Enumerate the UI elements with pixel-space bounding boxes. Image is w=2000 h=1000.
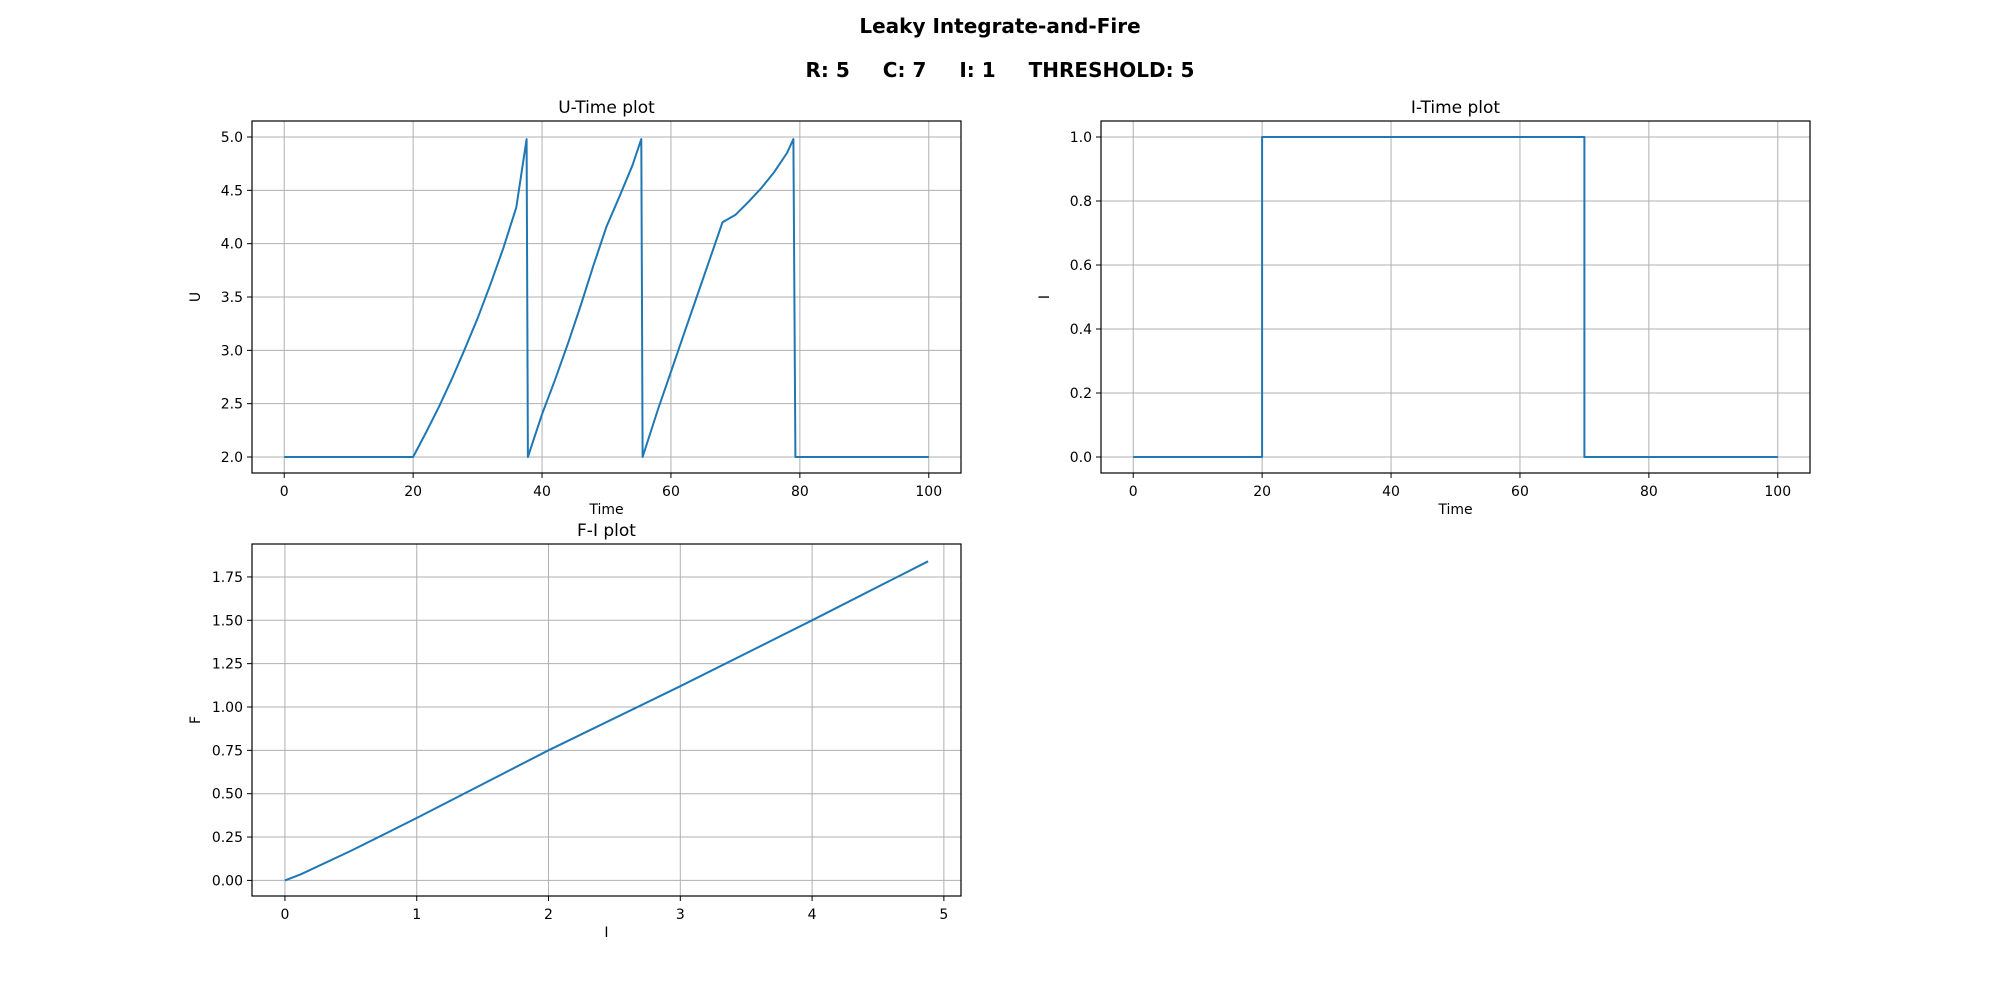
u-series-line-0 <box>284 138 929 458</box>
u-x-tick-label: 60 <box>662 484 680 500</box>
u-plot-title: U-Time plot <box>558 98 655 118</box>
i-y-tick-label: 0.6 <box>1070 258 1092 274</box>
i-x-tick-label: 80 <box>1640 484 1658 500</box>
i-x-axis-label: Time <box>1437 502 1472 518</box>
i-y-tick-label: 0.8 <box>1070 194 1092 210</box>
f-y-tick-label: 0.75 <box>212 743 243 759</box>
i-x-tick-label: 100 <box>1764 484 1791 500</box>
f-plot-title: F-I plot <box>577 521 636 541</box>
i-x-tick-label: 60 <box>1511 484 1529 500</box>
f-y-tick-label: 1.75 <box>212 570 243 586</box>
i-y-tick-label: 0.0 <box>1070 450 1092 466</box>
i-plot-title: I-Time plot <box>1411 98 1501 118</box>
i-y-tick-label: 0.4 <box>1070 322 1092 338</box>
u-y-tick-label: 3.0 <box>221 343 243 359</box>
f-y-tick-label: 1.00 <box>212 700 243 716</box>
i-y-tick-label: 0.2 <box>1070 386 1092 402</box>
f-subplot: 0 1 2 3 4 5 0.00 0.25 0.50 0.75 1.00 1.25 1.50 1.75 F-… <box>188 521 962 941</box>
f-x-tick-label: 0 <box>280 907 289 923</box>
i-x-tick-label: 40 <box>1382 484 1400 500</box>
u-x-tick-label: 40 <box>533 484 551 500</box>
u-x-axis-label: Time <box>588 502 623 518</box>
u-y-tick-label: 5.0 <box>221 130 243 146</box>
i-axes-frame <box>1100 120 1811 474</box>
u-x-tick-label: 0 <box>280 484 289 500</box>
f-x-tick-label: 4 <box>808 907 817 923</box>
u-y-tick-label: 4.5 <box>221 183 243 199</box>
f-axes-frame <box>251 543 962 897</box>
i-y-tick-label: 1.0 <box>1070 130 1092 146</box>
f-x-tick-label: 2 <box>544 907 553 923</box>
parameter-summary: R: 5 C: 7 I: 1 THRESHOLD: 5 <box>0 58 2000 82</box>
f-x-axis-label: I <box>604 925 608 941</box>
u-y-tick-label: 3.5 <box>221 290 243 306</box>
f-x-tick-label: 1 <box>412 907 421 923</box>
param-threshold: THRESHOLD: 5 <box>1028 58 1195 82</box>
f-x-tick-label: 3 <box>676 907 685 923</box>
param-i: I: 1 <box>959 58 996 82</box>
i-x-tick-label: 20 <box>1253 484 1271 500</box>
f-y-tick-label: 0.25 <box>212 830 243 846</box>
f-y-tick-label: 0.50 <box>212 787 243 803</box>
param-c: C: 7 <box>882 58 927 82</box>
i-series-line-0 <box>1133 136 1778 458</box>
u-y-tick-label: 4.0 <box>221 237 243 253</box>
figure-title: Leaky Integrate-and-Fire <box>859 14 1141 38</box>
u-y-tick-label: 2.5 <box>221 397 243 413</box>
u-x-tick-label: 80 <box>791 484 809 500</box>
i-x-tick-label: 0 <box>1129 484 1138 500</box>
f-y-tick-label: 1.25 <box>212 657 243 673</box>
f-x-tick-label: 5 <box>939 907 948 923</box>
f-series-line-0 <box>284 560 929 882</box>
f-y-tick-label: 1.50 <box>212 613 243 629</box>
u-subplot: 0 20 40 60 80 100 2.0 2.5 3.0 3.5 4.0 4.5 5.0 U-Time … <box>188 98 962 518</box>
i-subplot: 0 20 40 60 80 100 0.0 0.2 0.4 0.6 0.8 1.0 I-Time plo… <box>1037 98 1811 518</box>
i-y-axis-label: I <box>1037 295 1053 299</box>
u-y-tick-label: 2.0 <box>221 450 243 466</box>
u-x-tick-label: 20 <box>404 484 422 500</box>
f-y-axis-label: F <box>188 716 204 724</box>
param-r: R: 5 <box>805 58 850 82</box>
u-x-tick-label: 100 <box>915 484 942 500</box>
f-y-tick-label: 0.00 <box>212 873 243 889</box>
u-y-axis-label: U <box>188 292 204 302</box>
